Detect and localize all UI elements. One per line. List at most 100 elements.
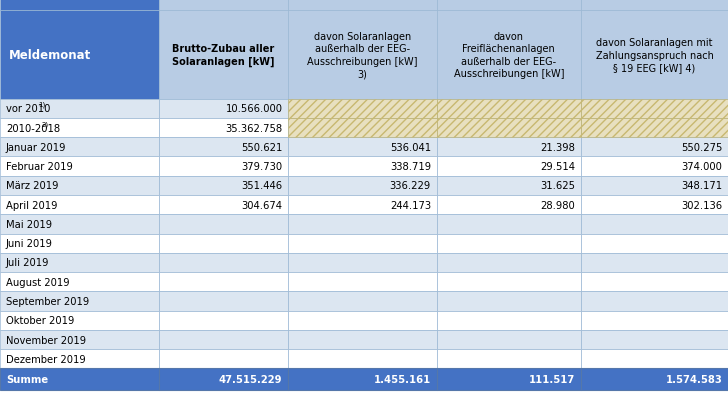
Bar bbox=[581, 215, 728, 234]
Bar bbox=[581, 196, 728, 215]
Bar bbox=[437, 234, 581, 253]
Bar bbox=[581, 176, 728, 196]
Bar bbox=[159, 0, 288, 11]
Text: Juli 2019: Juli 2019 bbox=[6, 258, 50, 268]
Text: davon Solaranlagen mit
Zahlungsanspruch nach
§ 19 EEG [kW] 4): davon Solaranlagen mit Zahlungsanspruch … bbox=[596, 38, 713, 73]
Bar bbox=[288, 311, 437, 330]
Bar bbox=[437, 11, 581, 99]
Bar bbox=[288, 369, 437, 390]
Text: 21.398: 21.398 bbox=[540, 142, 575, 153]
Bar bbox=[0, 138, 159, 157]
Text: davon
Freiflächenanlagen
außerhalb der EEG-
Ausschreibungen [kW]: davon Freiflächenanlagen außerhalb der E… bbox=[454, 32, 564, 79]
Bar bbox=[0, 11, 159, 99]
Text: 47.515.229: 47.515.229 bbox=[219, 374, 282, 384]
Text: 536.041: 536.041 bbox=[390, 142, 431, 153]
Bar bbox=[0, 176, 159, 196]
Text: 304.674: 304.674 bbox=[242, 200, 282, 210]
Bar bbox=[159, 99, 288, 119]
Bar bbox=[437, 292, 581, 311]
Text: 28.980: 28.980 bbox=[540, 200, 575, 210]
Bar bbox=[288, 330, 437, 349]
Bar bbox=[437, 311, 581, 330]
Bar bbox=[159, 196, 288, 215]
Bar bbox=[581, 138, 728, 157]
Text: 29.514: 29.514 bbox=[540, 162, 575, 172]
Text: Brutto-Zubau aller
Solaranlagen [kW]: Brutto-Zubau aller Solaranlagen [kW] bbox=[173, 44, 274, 67]
Bar bbox=[159, 311, 288, 330]
Bar bbox=[581, 119, 728, 138]
Text: Dezember 2019: Dezember 2019 bbox=[6, 354, 86, 364]
Bar bbox=[288, 349, 437, 369]
Text: 348.171: 348.171 bbox=[681, 181, 722, 191]
Text: August 2019: August 2019 bbox=[6, 277, 69, 287]
Bar bbox=[437, 196, 581, 215]
Bar bbox=[288, 253, 437, 272]
Bar bbox=[159, 292, 288, 311]
Bar bbox=[0, 369, 159, 390]
Text: vor 2010: vor 2010 bbox=[6, 104, 50, 114]
Text: 35.362.758: 35.362.758 bbox=[226, 123, 282, 133]
Text: 2010-2018: 2010-2018 bbox=[6, 123, 60, 133]
Text: 1.455.161: 1.455.161 bbox=[373, 374, 431, 384]
Bar bbox=[288, 157, 437, 176]
Bar bbox=[159, 176, 288, 196]
Bar bbox=[437, 99, 581, 119]
Bar bbox=[581, 99, 728, 119]
Text: 244.173: 244.173 bbox=[390, 200, 431, 210]
Bar bbox=[581, 272, 728, 292]
Text: 2): 2) bbox=[42, 121, 49, 127]
Text: 31.625: 31.625 bbox=[540, 181, 575, 191]
Bar bbox=[159, 138, 288, 157]
Bar bbox=[0, 99, 159, 119]
Bar bbox=[581, 292, 728, 311]
Text: 1): 1) bbox=[38, 101, 45, 108]
Bar bbox=[0, 272, 159, 292]
Bar bbox=[581, 119, 728, 138]
Text: September 2019: September 2019 bbox=[6, 296, 89, 306]
Text: Summe: Summe bbox=[6, 374, 48, 384]
Text: 336.229: 336.229 bbox=[389, 181, 431, 191]
Bar bbox=[288, 272, 437, 292]
Bar bbox=[159, 253, 288, 272]
Bar bbox=[288, 176, 437, 196]
Text: Juni 2019: Juni 2019 bbox=[6, 238, 53, 249]
Text: Februar 2019: Februar 2019 bbox=[6, 162, 73, 172]
Bar bbox=[437, 157, 581, 176]
Text: 550.621: 550.621 bbox=[241, 142, 282, 153]
Bar bbox=[437, 215, 581, 234]
Bar bbox=[288, 292, 437, 311]
Bar bbox=[437, 369, 581, 390]
Bar bbox=[159, 330, 288, 349]
Bar bbox=[437, 253, 581, 272]
Text: November 2019: November 2019 bbox=[6, 335, 86, 345]
Text: 374.000: 374.000 bbox=[681, 162, 722, 172]
Bar bbox=[288, 234, 437, 253]
Bar bbox=[581, 234, 728, 253]
Text: 302.136: 302.136 bbox=[681, 200, 722, 210]
Bar bbox=[581, 99, 728, 119]
Text: 351.446: 351.446 bbox=[242, 181, 282, 191]
Bar bbox=[288, 138, 437, 157]
Bar bbox=[0, 349, 159, 369]
Bar bbox=[288, 99, 437, 119]
Bar bbox=[0, 330, 159, 349]
Bar bbox=[581, 11, 728, 99]
Bar bbox=[581, 349, 728, 369]
Text: Meldemonat: Meldemonat bbox=[9, 49, 91, 62]
Bar bbox=[581, 157, 728, 176]
Bar bbox=[159, 234, 288, 253]
Bar bbox=[437, 272, 581, 292]
Bar bbox=[437, 349, 581, 369]
Bar bbox=[0, 253, 159, 272]
Bar bbox=[0, 292, 159, 311]
Bar bbox=[159, 157, 288, 176]
Bar bbox=[0, 119, 159, 138]
Bar bbox=[288, 196, 437, 215]
Bar bbox=[437, 119, 581, 138]
Bar bbox=[581, 311, 728, 330]
Bar bbox=[581, 330, 728, 349]
Text: 550.275: 550.275 bbox=[681, 142, 722, 153]
Bar bbox=[581, 369, 728, 390]
Bar bbox=[0, 234, 159, 253]
Bar bbox=[581, 0, 728, 11]
